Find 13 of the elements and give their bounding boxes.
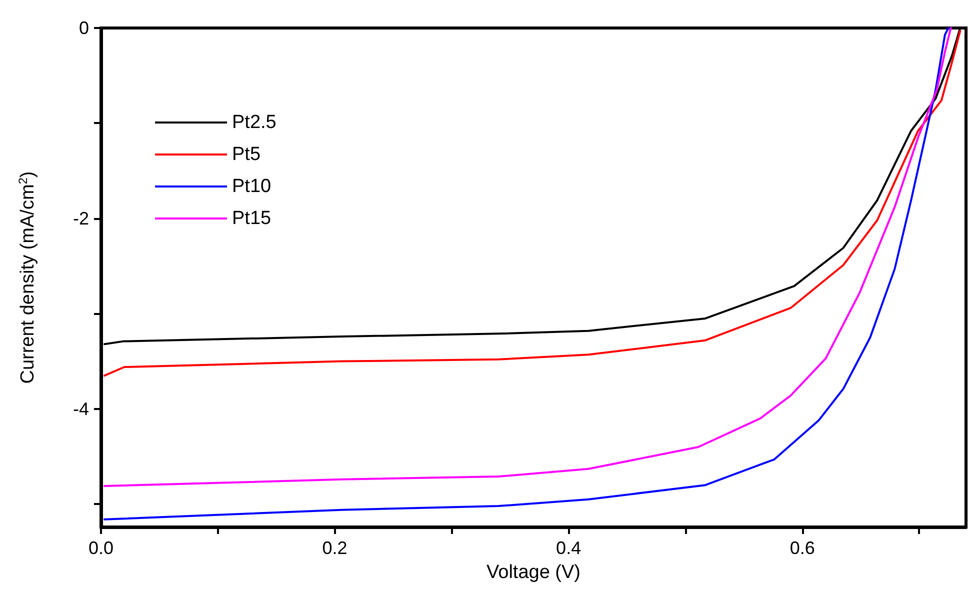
legend-label: Pt2.5 [232, 112, 276, 133]
legend-label: Pt10 [232, 176, 272, 197]
x-axis-title: Voltage (V) [486, 562, 580, 583]
x-tick-label: 0.4 [556, 538, 582, 558]
y-axis-title: Current density (mA/cm2) [16, 171, 38, 384]
x-tick-label: 0.2 [322, 538, 348, 558]
legend-label: Pt15 [232, 208, 272, 229]
x-tick-label: 0.6 [790, 538, 815, 558]
legend-label: Pt5 [232, 144, 261, 165]
y-tick-label: 0 [78, 18, 89, 38]
x-tick-label: 0.0 [88, 538, 114, 558]
y-tick-label: -4 [72, 398, 89, 419]
y-tick-label: -2 [72, 208, 89, 228]
